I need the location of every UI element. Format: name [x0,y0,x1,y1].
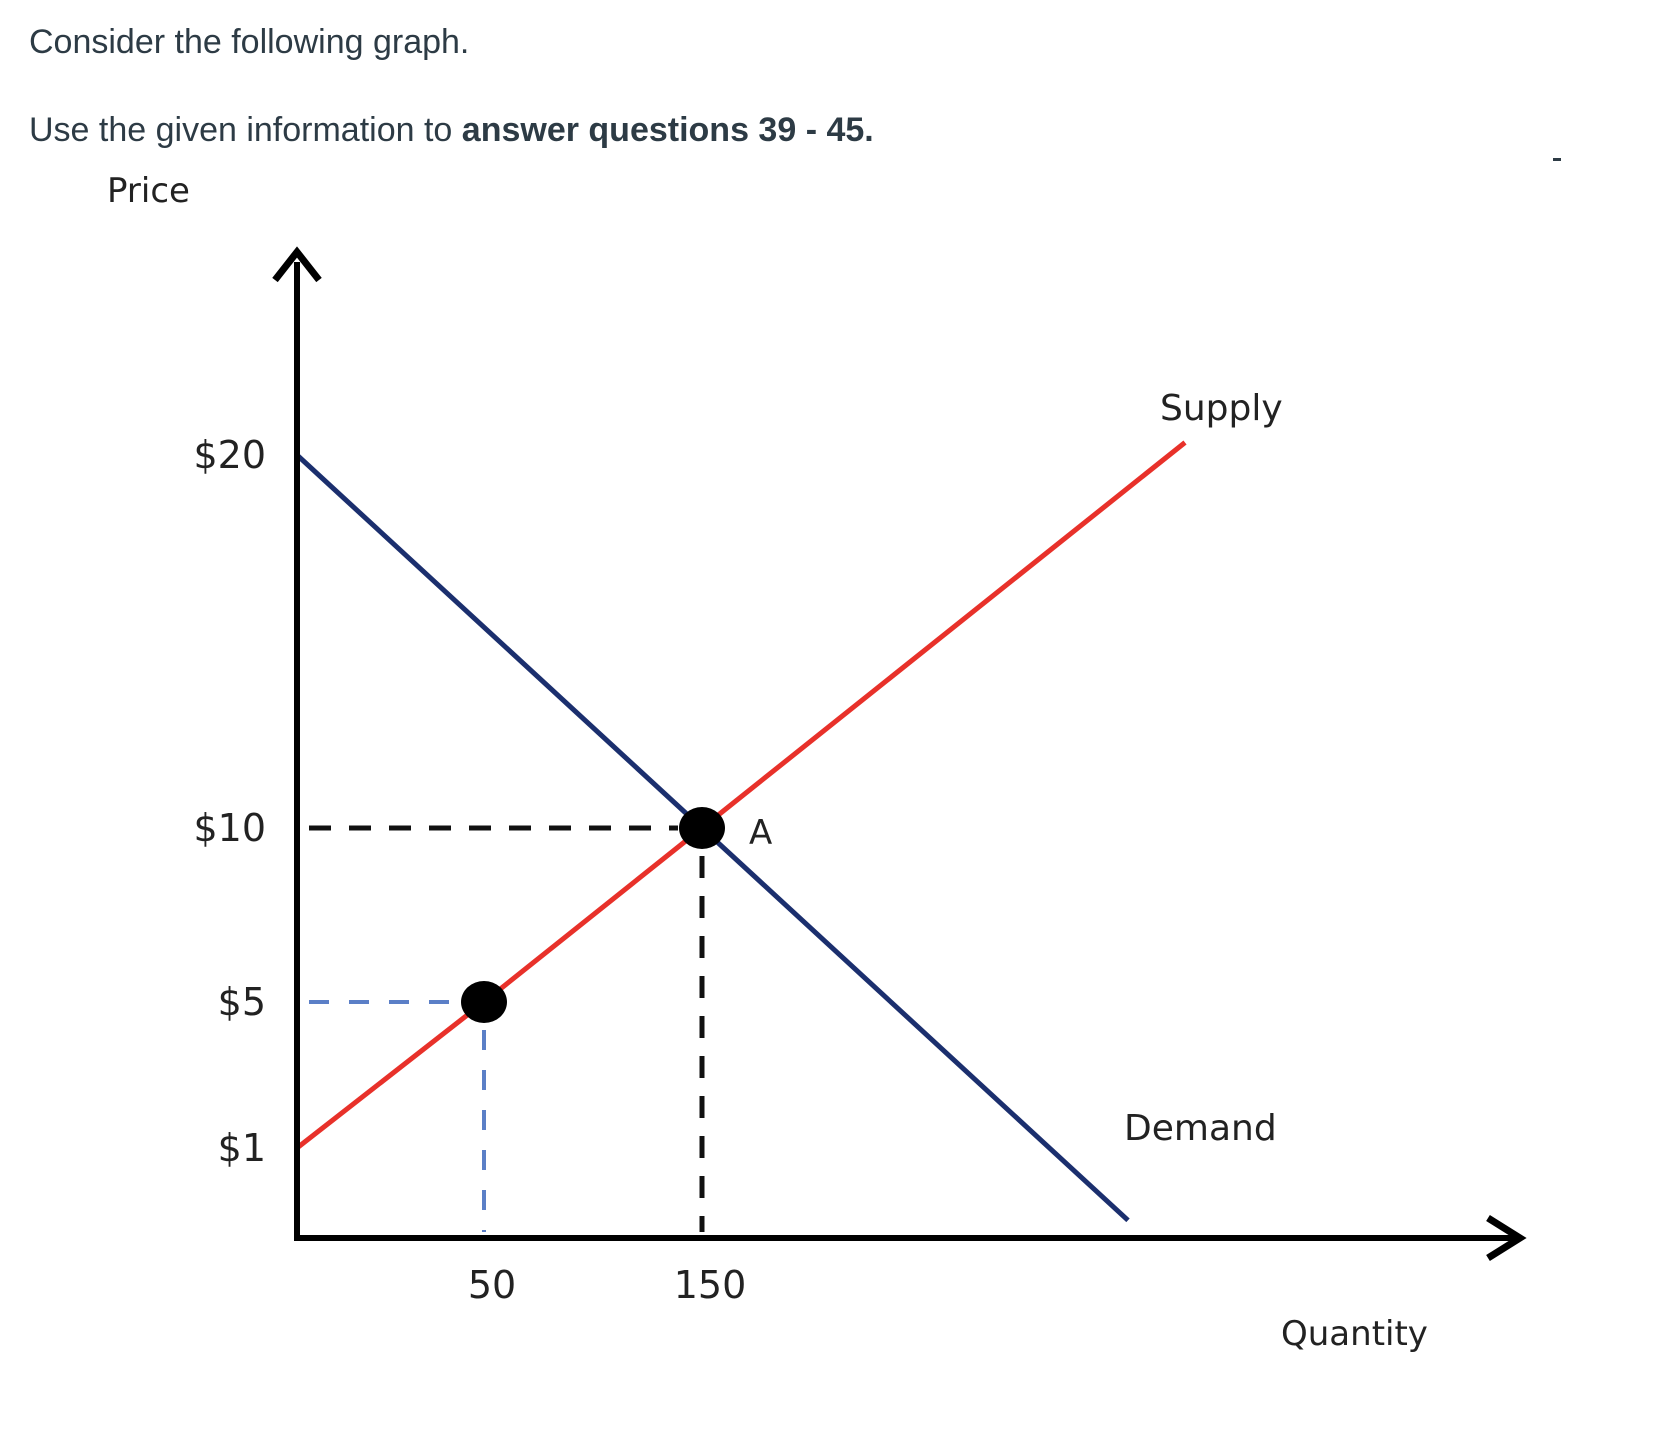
instruction-lead: Use the given information to [29,111,462,149]
x-axis-label: Quantity [1281,1314,1428,1354]
x-axis-arrow-icon [1486,1215,1527,1261]
y-axis-label: Price [107,171,190,211]
supply-curve [295,440,1187,1150]
corner-mark [1553,158,1561,161]
y-tick-label: $1 [218,1126,266,1170]
instruction-bold: answer questions 39 - 45. [461,111,874,149]
point-marker-2 [461,981,507,1023]
axes [272,246,1527,1261]
markers: A [461,807,772,1023]
guide-lines [309,825,705,1232]
y-tick-label: $5 [218,980,266,1024]
x-tick-label: 150 [674,1263,747,1307]
y-axis-arrow-icon [272,246,322,283]
y-tick-label: $20 [193,433,266,477]
series-label-demand: Demand [1124,1108,1277,1149]
x-tick-label: 50 [468,1263,516,1307]
point-label-a: A [749,813,772,853]
series-label-supply: Supply [1160,388,1283,429]
question-intro-line: Consider the following graph. [29,23,470,61]
y-tick-label: $10 [193,806,266,850]
labels: Price Quantity $20 $10 $5 $1 50 150 Supply Dema… [107,171,1428,1354]
curves [295,440,1187,1223]
question-instruction-line: Use the given information to answer ques… [29,110,874,150]
point-marker-1 [679,807,725,849]
